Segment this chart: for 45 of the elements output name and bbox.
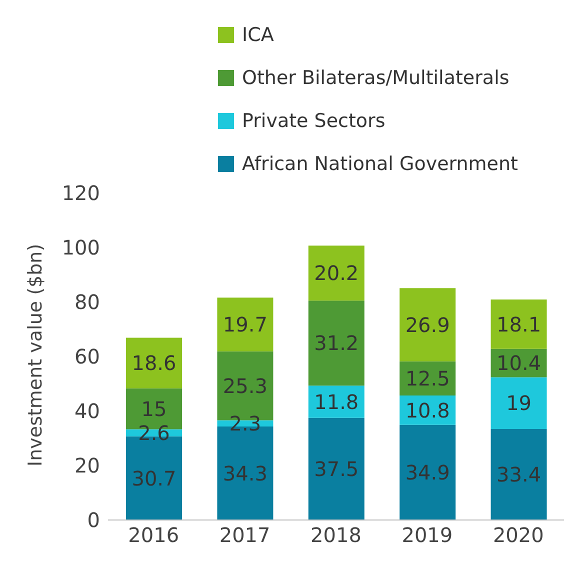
y-tick-label: 0 <box>87 508 100 532</box>
bar <box>400 288 456 362</box>
data-label: 34.9 <box>405 460 450 485</box>
bar <box>308 246 364 301</box>
data-label: 34.3 <box>222 461 268 486</box>
data-label: 12.5 <box>405 366 450 391</box>
data-label: 25.3 <box>222 374 268 398</box>
legend-label: ICA <box>242 24 274 46</box>
data-label: 18.1 <box>496 312 542 336</box>
y-tick-label: 60 <box>74 344 100 369</box>
data-label: 18.6 <box>132 351 176 376</box>
bar <box>217 298 274 352</box>
data-label: 10.4 <box>496 351 542 376</box>
x-tick-label: 2020 <box>492 523 544 548</box>
y-tick-label: 100 <box>62 236 100 260</box>
data-label: 11.8 <box>314 390 359 414</box>
y-axis-title: Investment value ($bn) <box>24 244 47 466</box>
x-tick-label: 2018 <box>310 523 362 548</box>
bar <box>490 428 547 520</box>
bar <box>308 418 364 520</box>
data-label: 33.4 <box>496 462 542 487</box>
bar <box>490 377 547 429</box>
bar <box>308 300 364 386</box>
data-label: 30.7 <box>132 466 176 490</box>
data-label: 19.7 <box>222 312 268 337</box>
bar <box>400 424 456 520</box>
legend-label: Private Sectors <box>242 110 386 132</box>
x-tick-label: 2016 <box>128 523 180 548</box>
data-label: 26.9 <box>405 312 450 337</box>
data-label: 31.2 <box>314 331 359 356</box>
bar <box>126 338 182 388</box>
data-label: 19 <box>506 391 532 416</box>
legend-label: Other Bilateras/Multilaterals <box>242 66 510 88</box>
data-label: 20.2 <box>314 261 359 286</box>
data-label: 15 <box>141 396 167 421</box>
x-tick-label: 2017 <box>219 523 270 548</box>
y-tick-label: 20 <box>74 454 100 478</box>
legend-label: African National Government <box>242 152 518 174</box>
y-tick-label: 80 <box>74 290 100 314</box>
data-label: 10.8 <box>405 398 450 422</box>
y-tick-label: 120 <box>62 181 100 206</box>
data-label: 37.5 <box>314 457 359 482</box>
x-tick-label: 2019 <box>402 523 453 548</box>
y-tick-label: 40 <box>74 399 100 424</box>
bar <box>490 300 547 349</box>
